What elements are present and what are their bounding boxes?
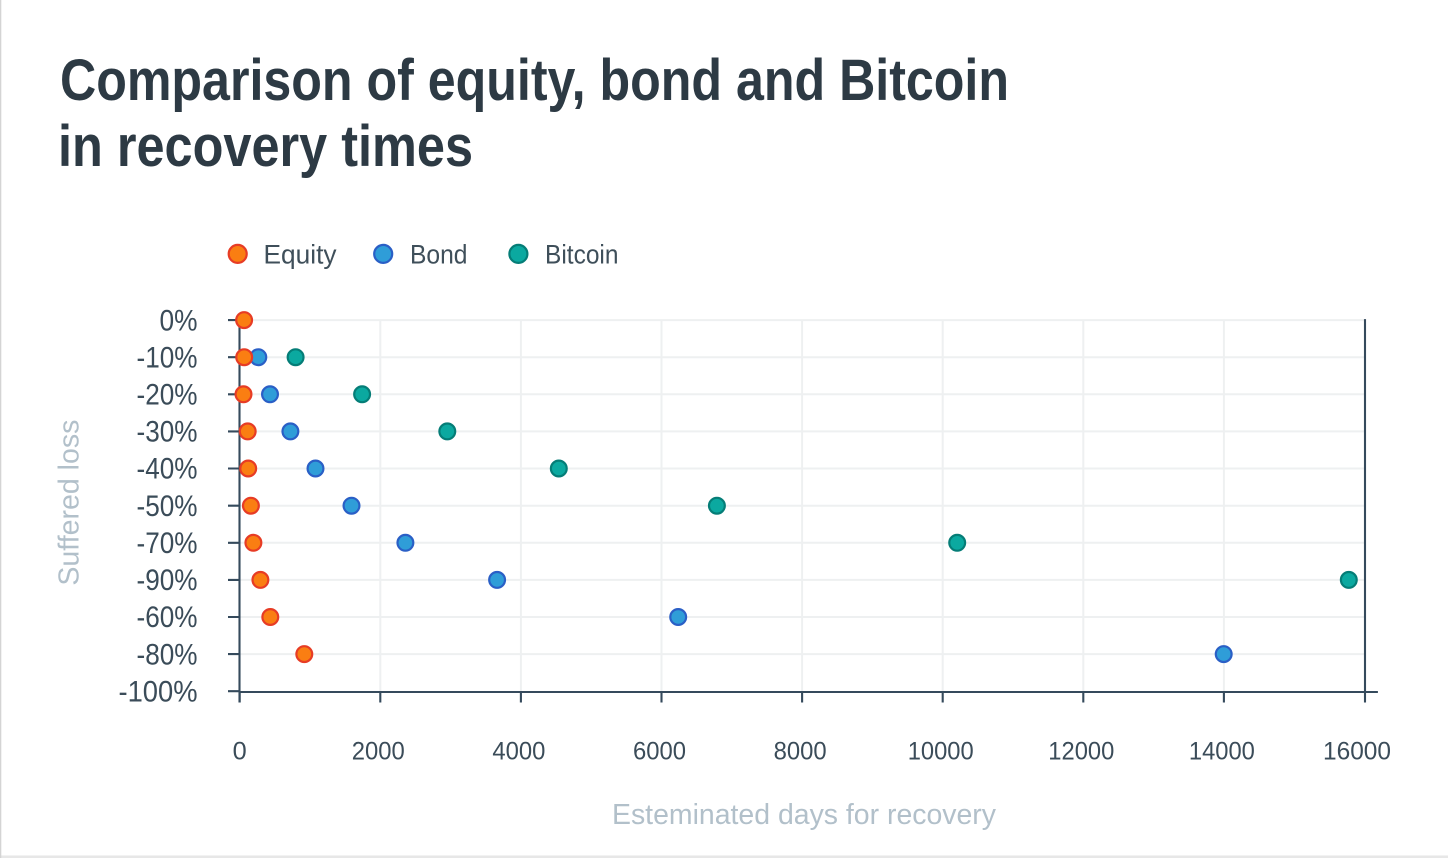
svg-text:16000: 16000 (1323, 737, 1391, 765)
svg-text:Bitcoin: Bitcoin (545, 239, 619, 269)
svg-text:-70%: -70% (137, 528, 198, 560)
svg-text:-60%: -60% (137, 602, 198, 634)
svg-text:14000: 14000 (1189, 737, 1255, 765)
svg-text:-10%: -10% (137, 342, 198, 374)
svg-text:12000: 12000 (1048, 737, 1114, 765)
svg-text:-40%: -40% (137, 454, 198, 486)
svg-text:6000: 6000 (633, 737, 686, 765)
svg-text:-90%: -90% (137, 565, 198, 597)
svg-text:in recovery times: in recovery times (58, 114, 473, 179)
svg-text:0: 0 (233, 737, 247, 765)
svg-text:Comparison of equity, bond and: Comparison of equity, bond and Bitcoin (60, 48, 1009, 113)
svg-text:Suffered loss: Suffered loss (53, 420, 85, 586)
svg-text:-100%: -100% (119, 676, 198, 708)
svg-text:-20%: -20% (137, 380, 198, 412)
svg-text:8000: 8000 (774, 737, 827, 765)
svg-text:-80%: -80% (137, 639, 198, 671)
svg-text:0%: 0% (160, 305, 198, 337)
svg-text:Esteminated days for recovery: Esteminated days for recovery (612, 799, 997, 831)
svg-text:Equity: Equity (264, 239, 338, 269)
svg-text:-50%: -50% (137, 491, 198, 523)
svg-text:10000: 10000 (908, 737, 974, 765)
svg-text:2000: 2000 (352, 737, 405, 765)
svg-text:4000: 4000 (492, 737, 545, 765)
svg-text:Bond: Bond (410, 239, 468, 269)
svg-text:-30%: -30% (137, 417, 198, 449)
